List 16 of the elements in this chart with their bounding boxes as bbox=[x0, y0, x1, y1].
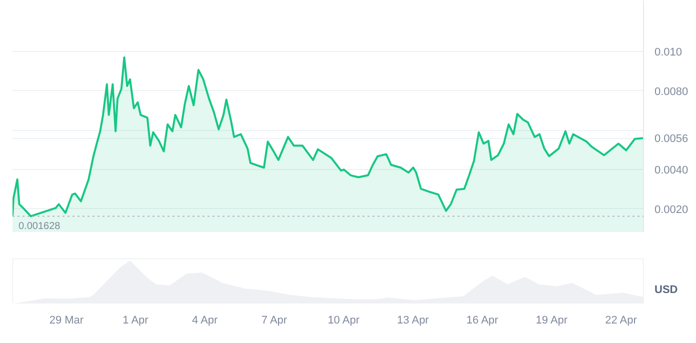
text: USD bbox=[654, 284, 678, 296]
x-tick-label: 19 Apr bbox=[536, 314, 568, 326]
y-tick-label: 0.0020 bbox=[654, 204, 688, 216]
x-tick-label: 1 Apr bbox=[122, 314, 149, 326]
ref-line-label: 0.001628 bbox=[18, 221, 61, 232]
x-tick-label: 13 Apr bbox=[397, 314, 430, 326]
y-tick-label: 0.0080 bbox=[654, 86, 688, 98]
x-tick-label: 16 Apr bbox=[466, 314, 499, 326]
x-tick-label: 10 Apr bbox=[328, 314, 360, 326]
x-tick-label: 22 Apr bbox=[605, 314, 638, 326]
y-tick-label: 0.010 bbox=[654, 46, 682, 59]
x-tick-label: 29 Mar bbox=[49, 314, 84, 326]
y-tick-label: 0.0040 bbox=[654, 164, 688, 177]
y-tick-label: 0.0056 bbox=[654, 133, 688, 146]
x-tick-label: 7 Apr bbox=[261, 314, 288, 326]
x-tick-label: 4 Apr bbox=[192, 314, 218, 326]
